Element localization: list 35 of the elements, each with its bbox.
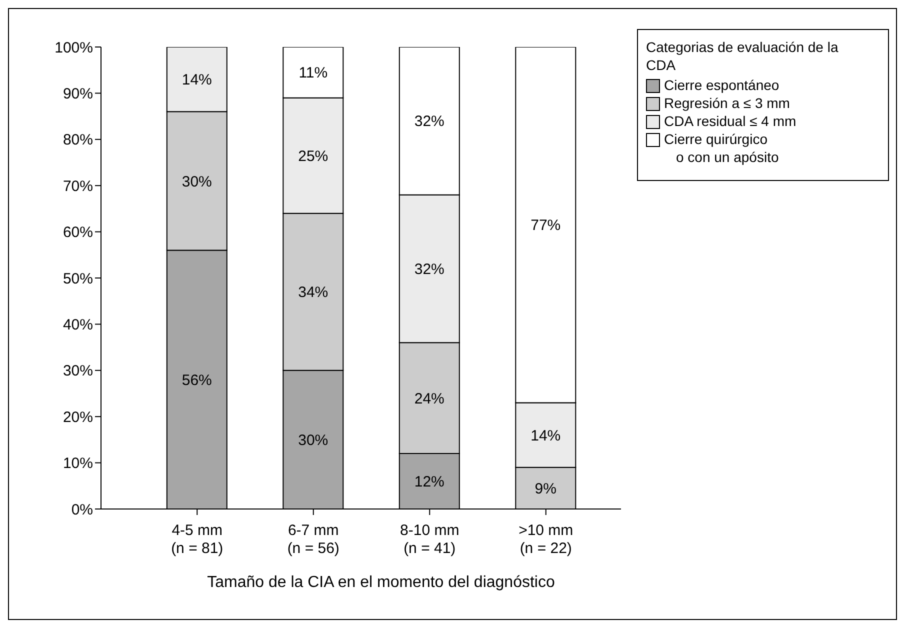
- data-label: 77%: [530, 217, 561, 234]
- y-tick-label: 40%: [62, 316, 93, 334]
- legend-label: CDA residual ≤ 4 mm: [664, 112, 796, 130]
- data-label: 32%: [414, 113, 444, 130]
- x-tick-label: >10 mm (n = 22): [518, 522, 574, 557]
- data-label: 12%: [414, 474, 444, 491]
- y-tick-label: 30%: [62, 362, 93, 380]
- x-tick-label: 8-10 mm (n = 41): [400, 522, 460, 557]
- data-label: 11%: [298, 64, 328, 82]
- y-tick-label: 10%: [62, 455, 93, 472]
- data-label: 14%: [530, 427, 561, 444]
- data-label: 32%: [414, 261, 444, 278]
- y-tick-label: 60%: [62, 224, 93, 242]
- data-label: 9%: [534, 480, 556, 498]
- y-tick-label: 70%: [62, 178, 93, 195]
- x-tick-label: 6-7 mm (n = 56): [287, 522, 340, 557]
- x-axis-title: Tamaño de la CIA en el momento del diagnóstico: [207, 574, 555, 591]
- data-label: 25%: [298, 148, 328, 165]
- legend-title: Categorias de evaluación de la CDA: [646, 38, 840, 74]
- legend-label: Regresión a ≤ 3 mm: [664, 94, 790, 112]
- y-tick-label: 100%: [54, 39, 93, 56]
- y-tick-label: 50%: [62, 270, 93, 288]
- data-label: 30%: [298, 432, 328, 450]
- data-label: 56%: [182, 372, 212, 389]
- y-tick-label: 0%: [71, 501, 93, 518]
- data-label: 34%: [298, 284, 328, 302]
- y-tick-label: 90%: [62, 86, 93, 103]
- data-label: 14%: [182, 72, 212, 89]
- legend-label: Cierre quirúrgico o con un apósito: [664, 130, 779, 166]
- y-tick-label: 20%: [62, 408, 93, 426]
- x-tick-label: 4-5 mm (n = 81): [171, 522, 224, 557]
- data-label: 24%: [414, 390, 444, 408]
- y-tick-label: 80%: [62, 132, 93, 149]
- data-label: 30%: [182, 173, 212, 190]
- legend-label: Cierre espontáneo: [664, 76, 780, 94]
